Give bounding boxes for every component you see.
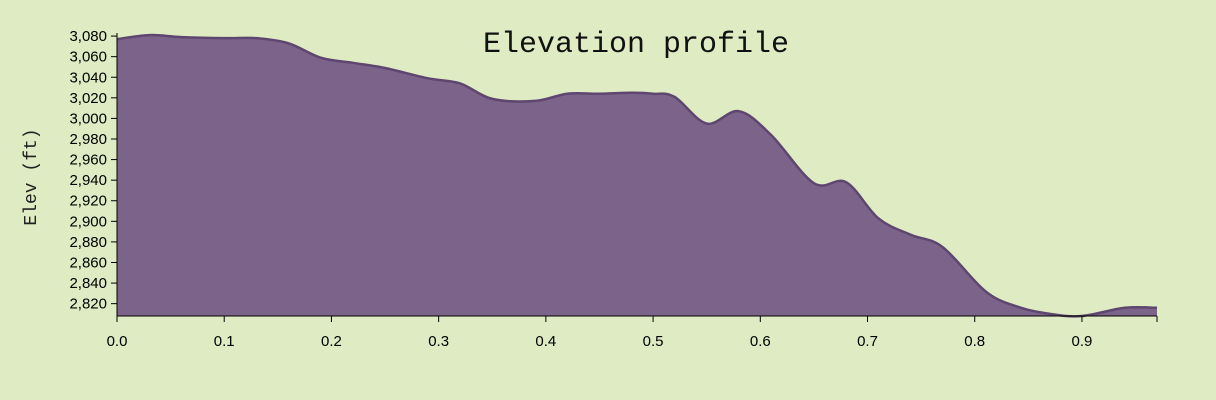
y-tick-label: 2,820 — [69, 296, 107, 313]
y-tick-label: 3,040 — [69, 69, 107, 86]
x-tick-label: 0.8 — [964, 333, 985, 350]
x-tick-label: 0.4 — [535, 333, 556, 350]
axes-layer: 2,820 2,840 2,860 2,880 2,900 2,920 2,940 2,960… — [69, 28, 1158, 350]
x-tick-label: 0.7 — [857, 333, 878, 350]
y-axis-label: Elev (ft) — [22, 128, 42, 225]
x-tick-label: 0.9 — [1072, 333, 1093, 350]
y-tick-label: 2,940 — [69, 172, 107, 189]
x-tick-label: 0.0 — [107, 333, 128, 350]
y-tick-label: 2,840 — [69, 275, 107, 292]
y-tick-label: 2,960 — [69, 152, 107, 169]
y-tick-label: 2,920 — [69, 193, 107, 210]
x-tick-label: 0.1 — [214, 333, 235, 350]
x-tick-label: 0.2 — [321, 333, 342, 350]
y-tick-label: 2,860 — [69, 254, 107, 271]
y-tick-label: 2,880 — [69, 234, 107, 251]
area-layer — [116, 33, 1158, 318]
x-tick-label: 0.3 — [428, 333, 449, 350]
y-tick-label: 3,000 — [69, 110, 107, 127]
x-tick-label: 0.5 — [643, 333, 664, 350]
chart-title: Elevation profile — [483, 28, 789, 62]
y-tick-label: 2,980 — [69, 131, 107, 148]
x-tick-label: 0.6 — [750, 333, 771, 350]
y-tick-label: 3,080 — [69, 28, 107, 45]
y-tick-label: 2,900 — [69, 213, 107, 230]
elevation-area — [117, 35, 1157, 317]
y-tick-label: 3,060 — [69, 49, 107, 66]
y-tick-label: 3,020 — [69, 90, 107, 107]
elevation-line — [116, 33, 1158, 318]
